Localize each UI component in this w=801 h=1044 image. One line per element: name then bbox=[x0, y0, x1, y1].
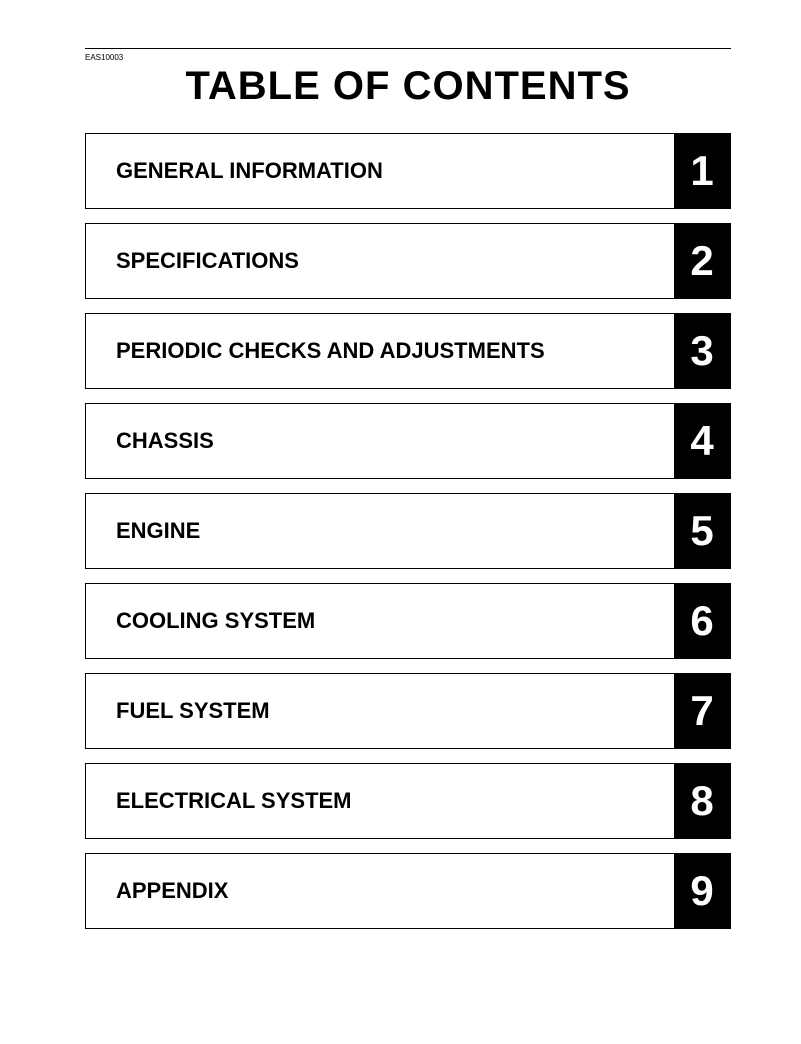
toc-item-label: GENERAL INFORMATION bbox=[86, 134, 674, 208]
toc-list: GENERAL INFORMATION 1 SPECIFICATIONS 2 P… bbox=[85, 133, 731, 929]
toc-item-number: 3 bbox=[674, 314, 730, 388]
toc-item: FUEL SYSTEM 7 bbox=[85, 673, 731, 749]
toc-item-number: 1 bbox=[674, 134, 730, 208]
toc-item-number: 9 bbox=[674, 854, 730, 928]
toc-item: PERIODIC CHECKS AND ADJUSTMENTS 3 bbox=[85, 313, 731, 389]
toc-item: GENERAL INFORMATION 1 bbox=[85, 133, 731, 209]
toc-item-label: ELECTRICAL SYSTEM bbox=[86, 764, 674, 838]
toc-item-number: 2 bbox=[674, 224, 730, 298]
toc-item-label: SPECIFICATIONS bbox=[86, 224, 674, 298]
toc-item: CHASSIS 4 bbox=[85, 403, 731, 479]
toc-item-label: FUEL SYSTEM bbox=[86, 674, 674, 748]
toc-item-label: ENGINE bbox=[86, 494, 674, 568]
toc-item: ENGINE 5 bbox=[85, 493, 731, 569]
page-title: TABLE OF CONTENTS bbox=[85, 64, 731, 109]
toc-item: COOLING SYSTEM 6 bbox=[85, 583, 731, 659]
toc-item-number: 7 bbox=[674, 674, 730, 748]
reference-code: EAS10003 bbox=[85, 53, 731, 62]
toc-item-number: 6 bbox=[674, 584, 730, 658]
toc-item-number: 4 bbox=[674, 404, 730, 478]
toc-item-number: 5 bbox=[674, 494, 730, 568]
toc-item-label: COOLING SYSTEM bbox=[86, 584, 674, 658]
top-divider bbox=[85, 48, 731, 49]
toc-item-label: APPENDIX bbox=[86, 854, 674, 928]
toc-item: SPECIFICATIONS 2 bbox=[85, 223, 731, 299]
toc-item-label: PERIODIC CHECKS AND ADJUSTMENTS bbox=[86, 314, 674, 388]
toc-item-number: 8 bbox=[674, 764, 730, 838]
toc-item: ELECTRICAL SYSTEM 8 bbox=[85, 763, 731, 839]
toc-item: APPENDIX 9 bbox=[85, 853, 731, 929]
toc-item-label: CHASSIS bbox=[86, 404, 674, 478]
